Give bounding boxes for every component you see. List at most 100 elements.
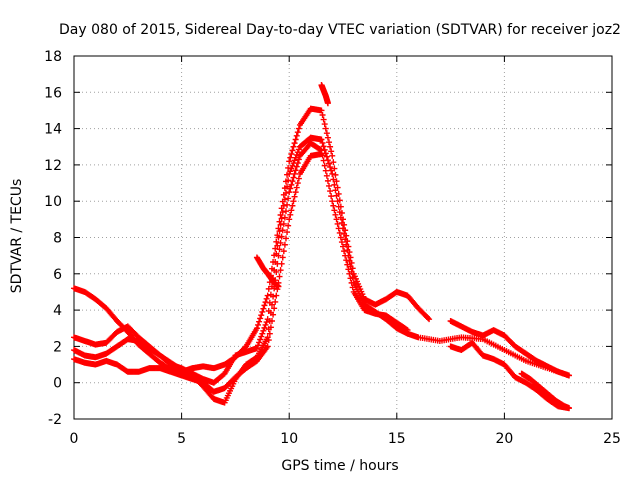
data-point — [326, 182, 333, 189]
data-point — [333, 192, 340, 199]
data-point — [295, 146, 302, 153]
data-point — [425, 315, 432, 322]
y-axis-label: SDTVAR / TECUs — [9, 179, 25, 294]
data-point — [285, 195, 292, 202]
data-point — [286, 189, 293, 196]
data-point — [270, 311, 277, 318]
data-point — [274, 242, 281, 249]
data-point — [318, 151, 325, 158]
data-point — [254, 342, 261, 349]
data-point — [320, 143, 327, 150]
data-point — [260, 327, 267, 334]
data-point — [322, 150, 329, 157]
data-point — [263, 319, 270, 326]
data-point — [337, 214, 344, 221]
data-point — [253, 345, 260, 352]
series-track-6 — [318, 82, 331, 107]
y-tick-label: 2 — [53, 339, 62, 355]
data-point — [331, 165, 338, 172]
data-point — [262, 299, 269, 306]
data-point — [326, 160, 333, 167]
data-point — [276, 218, 283, 225]
y-tick-label: 8 — [53, 231, 62, 247]
data-point — [426, 316, 433, 323]
x-tick-label: 0 — [70, 431, 79, 447]
data-point — [332, 187, 339, 194]
data-point — [273, 238, 280, 245]
data-point — [267, 324, 274, 331]
data-point — [323, 172, 330, 179]
data-point — [266, 330, 273, 337]
data-point — [326, 139, 333, 146]
data-point — [295, 125, 302, 132]
data-point — [276, 273, 283, 280]
data-point — [288, 207, 295, 214]
data-point — [276, 246, 283, 253]
data-point — [346, 270, 353, 277]
data-point — [265, 337, 272, 344]
data-point — [330, 176, 337, 183]
data-point — [328, 167, 335, 174]
data-point — [275, 225, 282, 232]
data-point — [347, 275, 354, 282]
data-point — [291, 140, 298, 147]
data-point — [282, 235, 289, 242]
data-point — [404, 327, 411, 334]
data-point — [275, 252, 282, 259]
data-point — [332, 171, 339, 178]
data-point — [277, 221, 284, 228]
data-point — [272, 298, 279, 305]
data-point — [292, 136, 299, 143]
data-point — [284, 183, 291, 190]
data-point — [323, 153, 330, 160]
axis-ticks — [73, 55, 613, 420]
data-point — [256, 339, 263, 346]
data-point — [275, 283, 282, 290]
data-point — [264, 334, 271, 341]
data-point — [329, 170, 336, 177]
y-tick-label: -2 — [48, 412, 62, 428]
data-point — [257, 315, 264, 322]
data-point — [265, 285, 272, 292]
data-point — [319, 111, 326, 118]
data-point — [275, 234, 282, 241]
data-point — [281, 196, 288, 203]
data-point — [261, 324, 268, 331]
data-point — [324, 177, 331, 184]
data-point — [346, 258, 353, 265]
x-tick-label: 15 — [388, 431, 406, 447]
data-point — [279, 254, 286, 261]
data-point — [264, 292, 271, 299]
data-point — [329, 198, 336, 205]
data-point — [268, 317, 275, 324]
data-point — [286, 216, 293, 223]
data-point — [332, 211, 339, 218]
series-track-5 — [253, 254, 282, 290]
data-point — [327, 143, 334, 150]
data-point — [338, 219, 345, 226]
data-point — [259, 308, 266, 315]
data-point — [290, 143, 297, 150]
data-point — [294, 149, 301, 156]
data-point — [318, 136, 325, 143]
data-point — [295, 175, 302, 182]
data-point — [268, 301, 275, 308]
data-point — [287, 168, 294, 175]
y-tick-label: 10 — [44, 194, 62, 210]
x-axis-label: GPS time / hours — [281, 458, 398, 474]
series-track-9 — [518, 370, 572, 412]
data-point — [279, 209, 286, 216]
data-point — [327, 188, 334, 195]
data-point — [278, 260, 285, 267]
data-point — [254, 321, 261, 328]
data-point — [320, 157, 327, 164]
data-point — [291, 193, 298, 200]
data-point — [337, 234, 344, 241]
data-point — [290, 174, 297, 181]
data-point — [262, 321, 269, 328]
data-point — [331, 181, 338, 188]
data-point — [288, 151, 295, 158]
data-point — [288, 165, 295, 172]
data-point — [273, 268, 280, 275]
series-track-8 — [447, 317, 572, 379]
